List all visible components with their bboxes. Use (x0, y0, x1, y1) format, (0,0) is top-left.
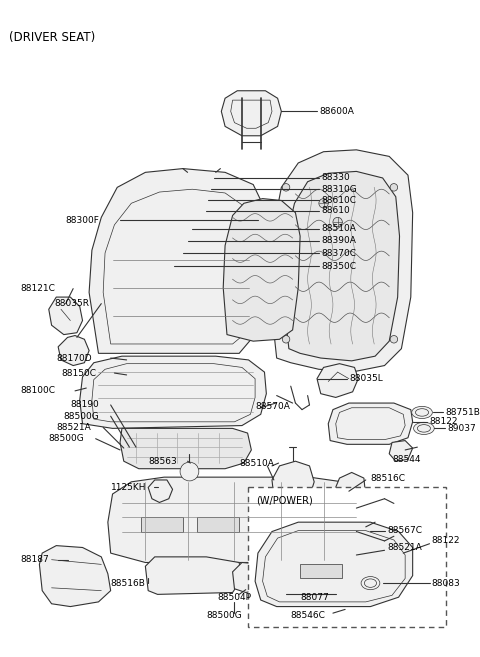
Circle shape (352, 521, 371, 540)
Polygon shape (267, 566, 298, 595)
Text: 88521A: 88521A (56, 423, 91, 432)
Polygon shape (141, 518, 183, 532)
Text: 88600A: 88600A (320, 107, 355, 116)
Polygon shape (148, 480, 173, 503)
Text: 1125KH: 1125KH (111, 483, 146, 492)
Text: 88100C: 88100C (21, 386, 56, 396)
Ellipse shape (361, 577, 380, 590)
Text: 88521A: 88521A (387, 543, 422, 552)
Circle shape (180, 462, 199, 481)
Polygon shape (270, 150, 413, 371)
Text: 88121C: 88121C (21, 284, 56, 293)
Polygon shape (89, 169, 264, 353)
Circle shape (319, 198, 328, 208)
Text: 88390A: 88390A (322, 237, 357, 245)
Polygon shape (108, 477, 369, 562)
Circle shape (390, 183, 397, 191)
Ellipse shape (414, 422, 434, 434)
Text: 88544: 88544 (392, 455, 420, 464)
Text: (DRIVER SEAT): (DRIVER SEAT) (10, 31, 96, 44)
Text: 88187: 88187 (21, 555, 49, 564)
Circle shape (282, 336, 290, 343)
Text: 88330: 88330 (322, 173, 350, 183)
Circle shape (390, 336, 397, 343)
Polygon shape (283, 171, 399, 361)
Text: 88510A: 88510A (322, 224, 357, 233)
Polygon shape (197, 518, 239, 532)
Text: 88610: 88610 (322, 206, 350, 215)
Text: 88350C: 88350C (322, 261, 357, 271)
Text: 88500G: 88500G (206, 612, 242, 620)
Polygon shape (317, 364, 358, 397)
Polygon shape (80, 356, 266, 428)
Text: 88310G: 88310G (322, 185, 358, 194)
Text: (W/POWER): (W/POWER) (256, 495, 313, 506)
Ellipse shape (412, 406, 432, 419)
Text: 88500G: 88500G (64, 412, 99, 420)
Polygon shape (389, 441, 413, 461)
Text: 88567C: 88567C (387, 526, 422, 535)
Text: 88035R: 88035R (54, 299, 89, 308)
Text: 88150C: 88150C (61, 369, 96, 378)
Polygon shape (223, 198, 300, 341)
Polygon shape (233, 562, 267, 593)
FancyBboxPatch shape (248, 487, 446, 627)
Polygon shape (328, 403, 413, 444)
Polygon shape (300, 564, 342, 578)
Text: 88122: 88122 (430, 417, 458, 426)
Polygon shape (49, 297, 83, 334)
Text: 89037: 89037 (447, 424, 476, 433)
Polygon shape (221, 91, 281, 136)
Polygon shape (333, 544, 366, 571)
Text: 88610C: 88610C (322, 196, 357, 205)
Text: 88516C: 88516C (371, 474, 406, 483)
Text: 88170D: 88170D (56, 353, 92, 363)
Text: 88300F: 88300F (66, 215, 99, 225)
Text: 88510A: 88510A (239, 459, 274, 468)
Polygon shape (120, 428, 252, 468)
Polygon shape (145, 557, 242, 595)
Text: 88077: 88077 (300, 593, 329, 602)
Polygon shape (333, 472, 366, 514)
Text: 88570A: 88570A (255, 402, 290, 411)
Polygon shape (255, 522, 413, 606)
Text: 88190: 88190 (71, 400, 99, 409)
Circle shape (282, 183, 290, 191)
Polygon shape (58, 336, 89, 365)
Text: 88563: 88563 (148, 457, 177, 466)
Text: 88370C: 88370C (322, 248, 357, 258)
Text: 88500G: 88500G (49, 434, 84, 443)
Polygon shape (249, 518, 291, 532)
Text: 88751B: 88751B (445, 408, 480, 417)
Text: 88516B: 88516B (111, 579, 145, 587)
Polygon shape (39, 545, 111, 606)
Polygon shape (272, 461, 314, 501)
Text: 88546C: 88546C (291, 612, 325, 620)
Text: 88504P: 88504P (217, 593, 252, 602)
Text: 88083: 88083 (432, 579, 460, 587)
Circle shape (333, 217, 342, 227)
Text: 88122: 88122 (432, 536, 460, 545)
Text: 88035L: 88035L (349, 374, 383, 383)
